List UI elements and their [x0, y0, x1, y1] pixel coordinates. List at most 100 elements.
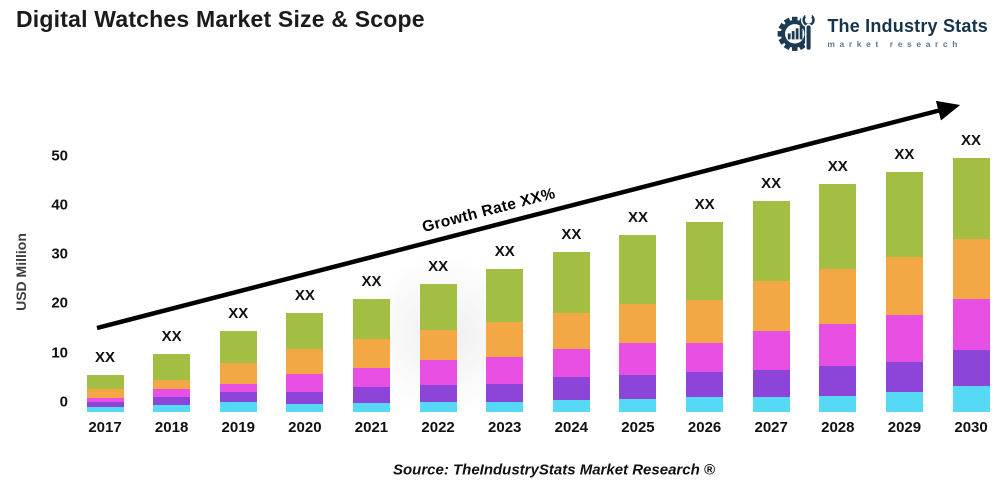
bar-value-label-2029: XX	[894, 146, 915, 164]
bar-2027-segment-1-cyan	[752, 397, 790, 412]
bar-2023-segment-2-purple	[486, 383, 524, 403]
bar-2019-segment-4-orange	[219, 362, 257, 384]
bar-2019-segment-3-magenta	[219, 383, 257, 392]
bar-2018-segment-5-green	[153, 353, 191, 380]
y-tick-label-10: 10	[51, 344, 68, 362]
bar-2027-segment-4-orange	[752, 281, 790, 332]
bar-value-label-2026: XX	[694, 195, 715, 213]
bar-2026-segment-2-purple	[686, 372, 724, 398]
bar-value-label-2021: XX	[361, 273, 382, 291]
bar-2026-segment-5-green	[686, 221, 724, 300]
y-axis-title: USD Million	[13, 233, 29, 311]
bar-2021-segment-1-cyan	[352, 403, 390, 412]
bar-2020-segment-2-purple	[286, 392, 324, 405]
bar-value-label-2025: XX	[627, 209, 648, 226]
bar-2020-segment-4-orange	[286, 348, 324, 375]
bar-2025-segment-3-magenta	[619, 343, 657, 375]
bar-value-label-2028: XX	[827, 157, 848, 175]
bar-2021-segment-5-green	[352, 299, 390, 340]
bar-2018-segment-1-cyan	[153, 405, 191, 412]
bar-2028-segment-1-cyan	[819, 396, 857, 412]
bar-2018-segment-2-purple	[153, 396, 191, 406]
bar-2027-segment-2-purple	[752, 369, 790, 398]
bar-2028-segment-5-green	[819, 183, 857, 269]
bar-2025-segment-2-purple	[619, 374, 657, 399]
bar-2024-segment-1-cyan	[552, 399, 590, 412]
bar-2022-segment-4-orange	[419, 330, 457, 361]
bar-2017-segment-5-green	[86, 374, 124, 389]
bar-2025-segment-4-orange	[619, 303, 657, 344]
bar-2021-segment-2-purple	[352, 387, 390, 404]
bar-2027-segment-3-magenta	[752, 331, 790, 370]
bar-2023-segment-4-orange	[486, 322, 524, 357]
bar-value-label-2027: XX	[761, 175, 782, 193]
logo-tagline: market research	[827, 38, 963, 49]
bar-2024-segment-3-magenta	[552, 349, 590, 377]
bar-2026-segment-3-magenta	[686, 342, 724, 373]
bar-2022-segment-3-magenta	[419, 360, 457, 386]
bar-2019-segment-2-purple	[219, 391, 257, 403]
y-tick-label-20: 20	[51, 294, 68, 312]
logo-brand: The Industry Stats	[827, 15, 988, 36]
x-tick-label-2017: 2017	[88, 419, 122, 436]
bar-2029-segment-4-orange	[885, 257, 923, 315]
x-tick-label-2029: 2029	[887, 419, 922, 436]
bar-2026-segment-1-cyan	[686, 397, 724, 412]
bar-2017-segment-3-magenta	[86, 398, 124, 403]
source-note: Source: TheIndustryStats Market Research…	[393, 461, 715, 479]
bar-2029-segment-1-cyan	[885, 391, 923, 412]
bar-2023-segment-3-magenta	[486, 356, 524, 384]
bar-2030-segment-4-orange	[952, 238, 990, 300]
bar-2028-segment-3-magenta	[819, 323, 857, 367]
bar-2021-segment-3-magenta	[352, 368, 390, 388]
bar-2029-segment-3-magenta	[885, 314, 923, 362]
gear-wrench-barchart-icon	[778, 9, 817, 52]
x-tick-label-2020: 2020	[288, 419, 322, 436]
y-tick-label-50: 50	[51, 147, 68, 164]
bar-value-label-2030: XX	[961, 132, 982, 150]
x-tick-label-2026: 2026	[687, 419, 722, 436]
bar-2024-segment-2-purple	[552, 376, 590, 400]
bar-2030-segment-3-magenta	[952, 299, 990, 350]
x-tick-label-2028: 2028	[821, 419, 855, 436]
bar-2022-segment-5-green	[419, 283, 457, 331]
bar-value-label-2018: XX	[161, 327, 182, 345]
x-tick-label-2023: 2023	[488, 419, 522, 436]
bar-2029-segment-5-green	[885, 172, 923, 258]
bar-2025-segment-1-cyan	[619, 398, 657, 412]
bar-2025-segment-5-green	[619, 235, 657, 304]
bar-2019-segment-1-cyan	[219, 402, 257, 412]
bar-2030-segment-1-cyan	[952, 385, 990, 412]
bar-2024-segment-4-orange	[552, 312, 590, 350]
bar-2030-segment-2-purple	[952, 349, 990, 386]
bar-2030-segment-5-green	[952, 158, 990, 239]
x-tick-label-2019: 2019	[221, 419, 255, 436]
bar-2017-segment-1-cyan	[86, 407, 124, 412]
y-tick-label-0: 0	[59, 393, 68, 411]
x-tick-label-2030: 2030	[954, 419, 988, 436]
x-tick-label-2025: 2025	[621, 419, 655, 436]
bar-2028-segment-2-purple	[819, 366, 857, 397]
bar-2023-segment-1-cyan	[486, 402, 524, 412]
bar-2027-segment-5-green	[752, 201, 790, 282]
bar-2018-segment-3-magenta	[153, 388, 191, 397]
bar-2020-segment-5-green	[286, 313, 324, 349]
bar-2020-segment-1-cyan	[286, 404, 324, 412]
bar-value-label-2024: XX	[561, 225, 582, 243]
bar-value-label-2023: XX	[494, 243, 515, 261]
page-title: Digital Watches Market Size & Scope	[16, 6, 425, 32]
bar-value-label-2020: XX	[294, 287, 315, 305]
x-tick-label-2024: 2024	[554, 419, 589, 436]
bar-value-label-2019: XX	[228, 305, 249, 323]
bar-2023-segment-5-green	[486, 269, 524, 323]
x-tick-label-2022: 2022	[421, 419, 455, 436]
bar-2022-segment-1-cyan	[419, 402, 457, 412]
x-tick-label-2018: 2018	[154, 419, 189, 436]
bar-2017-segment-4-orange	[86, 388, 124, 399]
bar-value-label-2022: XX	[428, 257, 449, 275]
logo: The Industry Stats market research	[775, 8, 988, 56]
bar-2020-segment-3-magenta	[286, 374, 324, 393]
bar-2028-segment-4-orange	[819, 268, 857, 324]
logo-text: The Industry Stats market research	[827, 16, 988, 49]
